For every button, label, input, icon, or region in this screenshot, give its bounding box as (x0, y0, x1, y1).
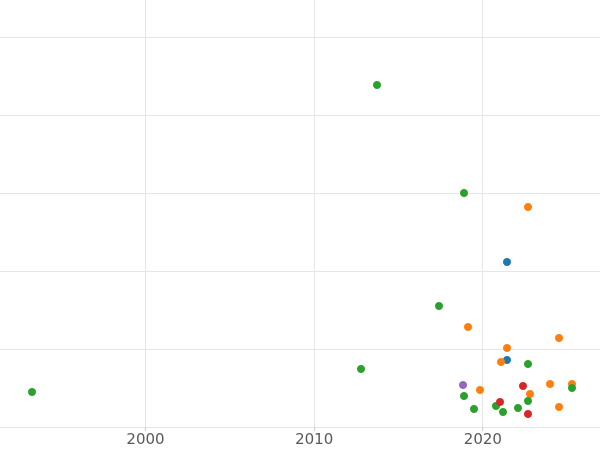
data-point-orange (463, 323, 472, 332)
data-point-green (28, 387, 37, 396)
data-point-green (372, 81, 381, 90)
data-point-green (514, 404, 523, 413)
horizontal-gridline (0, 114, 600, 116)
data-point-green (435, 302, 444, 311)
horizontal-gridline (0, 348, 600, 350)
data-point-orange (546, 380, 555, 389)
x-tick-mark (145, 427, 146, 431)
data-point-red (495, 398, 504, 407)
x-tick-mark (313, 427, 315, 431)
vertical-gridline (313, 0, 315, 427)
data-point-purple (458, 380, 467, 389)
data-point-green (460, 189, 469, 197)
data-point-orange (524, 203, 533, 212)
data-point-orange (554, 334, 563, 343)
x-tick-label: 2010 (295, 430, 334, 448)
data-point-orange (502, 344, 511, 353)
data-point-green (460, 391, 469, 400)
data-point-orange (554, 402, 563, 411)
vertical-gridline (482, 0, 484, 427)
data-point-blue (502, 355, 511, 364)
data-point-green (492, 401, 501, 410)
data-point-green (568, 384, 577, 392)
data-point-red (524, 409, 533, 418)
x-tick-label: 2000 (126, 430, 165, 448)
data-point-orange (526, 390, 535, 399)
data-point-green (357, 365, 366, 374)
data-point-red (519, 381, 528, 390)
horizontal-gridline (0, 192, 600, 194)
data-point-green (499, 408, 508, 417)
vertical-gridline (145, 0, 146, 427)
x-tick-mark (482, 427, 484, 431)
data-point-orange (497, 358, 506, 367)
data-point-green (524, 397, 533, 406)
data-point-orange (475, 386, 484, 395)
x-tick-label: 2020 (463, 430, 502, 448)
x-axis-line (0, 426, 600, 428)
horizontal-gridline (0, 36, 600, 38)
horizontal-gridline (0, 270, 600, 272)
data-point-green (524, 359, 533, 368)
data-point-blue (502, 257, 511, 266)
data-point-green (470, 405, 479, 414)
